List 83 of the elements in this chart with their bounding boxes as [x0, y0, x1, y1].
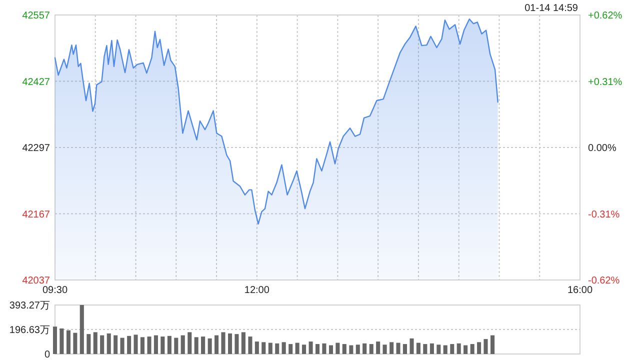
bar	[416, 342, 420, 354]
bar	[275, 343, 280, 354]
bar	[60, 328, 64, 354]
x-tick-label: 09:30	[42, 285, 68, 296]
bar	[423, 344, 428, 354]
bar	[369, 344, 374, 354]
bar	[241, 332, 246, 354]
bar	[268, 342, 272, 354]
bar	[100, 335, 104, 354]
y-tick-label: 196.63万	[9, 325, 50, 336]
bar	[470, 344, 474, 354]
bar	[490, 335, 495, 354]
bar	[396, 342, 400, 354]
bar	[174, 338, 178, 354]
bar	[295, 342, 300, 354]
bar	[342, 344, 346, 354]
bar	[362, 343, 367, 354]
bar	[154, 335, 158, 354]
bar	[254, 342, 259, 354]
bar	[262, 342, 266, 354]
bar	[288, 344, 293, 354]
bar	[167, 336, 172, 354]
bar	[120, 338, 124, 354]
x-tick-label: 12:00	[244, 285, 270, 296]
bar	[140, 337, 145, 354]
bar	[410, 338, 414, 354]
text: 01-14 14:59	[524, 3, 578, 14]
bar	[188, 332, 192, 354]
bar	[214, 335, 219, 354]
bar	[248, 336, 252, 354]
y-tick-label: 0	[44, 350, 50, 360]
bar	[73, 332, 78, 354]
bar	[160, 336, 165, 354]
bar	[464, 345, 468, 354]
bar	[201, 336, 206, 354]
bar	[484, 339, 488, 354]
bar	[194, 337, 198, 354]
y-tick-label: 42037	[22, 276, 50, 286]
bar	[66, 330, 70, 354]
bar	[282, 342, 286, 354]
bar	[402, 344, 408, 354]
bar	[127, 336, 132, 354]
y-tick-label: 42557	[22, 10, 50, 22]
bar	[328, 345, 333, 354]
bar	[180, 335, 185, 354]
bar	[315, 344, 320, 354]
bar	[456, 343, 461, 354]
bar	[382, 344, 387, 354]
y2-tick-label: -0.62%	[588, 276, 620, 286]
bar	[134, 334, 138, 354]
bar	[450, 344, 454, 354]
bar	[228, 333, 232, 354]
bar	[308, 342, 313, 354]
y-tick-label: 42167	[22, 209, 50, 220]
x-tick-label: 16:00	[567, 285, 593, 296]
y2-tick-label: 0.00%	[588, 143, 616, 154]
y-tick-label: 42297	[22, 143, 50, 154]
y-tick-label: 42427	[22, 76, 50, 88]
bar	[86, 334, 91, 354]
bar	[208, 338, 212, 354]
bar	[436, 344, 441, 354]
y2-tick-label: +0.31%	[588, 76, 622, 88]
bar	[80, 305, 84, 354]
bar	[390, 342, 394, 354]
bar	[147, 336, 152, 354]
y-tick-label: 393.27万	[9, 300, 50, 312]
bar	[322, 343, 326, 354]
bar	[234, 334, 239, 354]
bar	[477, 342, 482, 354]
bar	[356, 344, 360, 354]
y2-tick-label: +0.62%	[588, 10, 622, 22]
bar	[376, 342, 380, 354]
bar	[430, 343, 434, 354]
bar	[221, 332, 226, 354]
bar	[443, 345, 448, 354]
bar	[302, 344, 306, 354]
bar	[349, 345, 354, 354]
bar	[93, 332, 98, 354]
bar	[52, 326, 58, 354]
bar	[106, 333, 111, 354]
bar	[336, 342, 340, 354]
bar	[114, 335, 118, 354]
y2-tick-label: -0.31%	[588, 209, 620, 220]
